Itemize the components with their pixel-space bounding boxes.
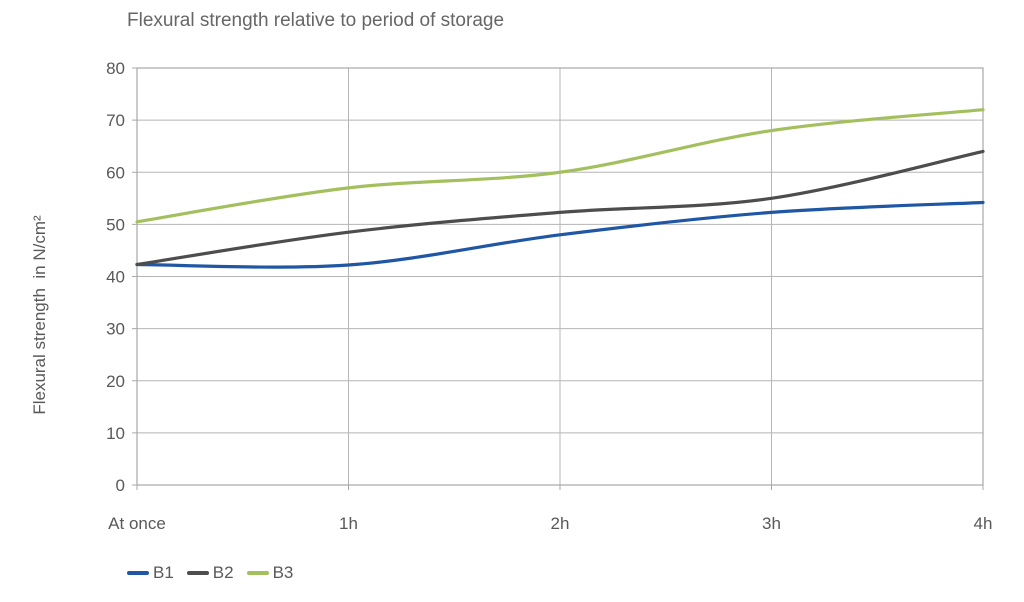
x-tick-label: 4h <box>974 514 993 533</box>
y-tick-label: 70 <box>106 111 125 130</box>
legend-swatch-B3 <box>246 571 269 575</box>
y-tick-label: 0 <box>116 476 125 495</box>
y-tick-label: 40 <box>106 268 125 287</box>
legend-swatch-B2 <box>186 571 209 575</box>
legend-label-B3: B3 <box>272 563 294 582</box>
y-tick-label: 30 <box>106 320 125 339</box>
series-line-B1 <box>135 200 985 269</box>
y-tick-label: 80 <box>106 59 125 78</box>
plot-border <box>136 67 984 486</box>
y-tick-label: 10 <box>106 424 125 443</box>
chart-title: Flexural strength relative to period of … <box>127 10 505 31</box>
series-line-B3 <box>135 108 985 224</box>
y-tick-label: 20 <box>106 372 125 391</box>
legend-item-B1: B1 <box>127 563 174 583</box>
legend-item-B3: B3 <box>246 563 294 583</box>
legend-swatch-B1 <box>127 571 149 575</box>
x-tick-label: At once <box>108 514 166 533</box>
x-tick-label: 2h <box>551 514 570 533</box>
x-tick-label: 1h <box>339 514 358 533</box>
y-tick-label: 60 <box>106 163 125 182</box>
y-tick-label: 50 <box>106 215 125 234</box>
legend-label-B1: B1 <box>153 563 174 582</box>
x-tick-label: 3h <box>762 514 781 533</box>
legend: B1 B2 B3 <box>127 563 293 583</box>
legend-item-B2: B2 <box>186 563 234 583</box>
legend-label-B2: B2 <box>212 563 234 582</box>
series-line-B2 <box>135 149 985 267</box>
